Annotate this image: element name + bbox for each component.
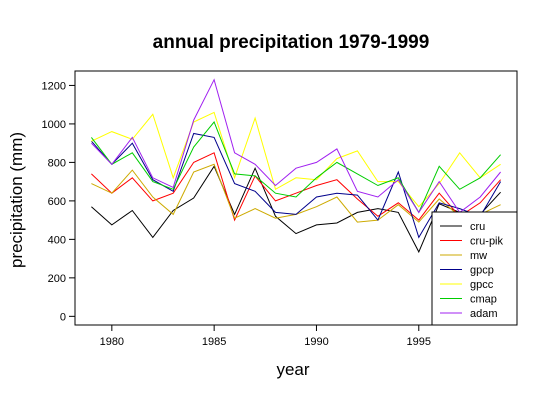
x-tick-label: 1995 — [407, 336, 431, 348]
legend-label-mw: mw — [470, 250, 487, 262]
legend-label-gpcc: gpcc — [470, 279, 494, 291]
x-tick-label: 1980 — [100, 336, 124, 348]
series-line-adam — [91, 78, 501, 214]
y-axis-label: precipitation (mm) — [7, 132, 26, 268]
series-line-cmap — [91, 121, 501, 214]
series-line-cru-pik — [91, 152, 501, 222]
chart-title: annual precipitation 1979-1999 — [153, 32, 430, 53]
x-axis-label: year — [276, 360, 309, 379]
y-tick-label: 600 — [48, 196, 66, 208]
legend-label-adam: adam — [470, 308, 498, 320]
axis-ticks: 1980 1985 1990 1995 0 200 400 600 800 1000 1200 — [42, 80, 432, 348]
legend-box — [431, 211, 518, 326]
x-tick-label: 1985 — [202, 336, 226, 348]
legend-label-cru: cru — [470, 221, 485, 233]
y-tick-label: 800 — [48, 157, 66, 169]
y-tick-label: 400 — [48, 234, 66, 246]
legend-label-cmap: cmap — [470, 294, 497, 306]
legend-label-cru-pik: cru-pik — [470, 236, 504, 248]
y-tick-label: 200 — [48, 273, 66, 285]
x-tick-label: 1990 — [304, 336, 328, 348]
y-tick-label: 1200 — [42, 80, 66, 92]
legend-label-gpcp: gpcp — [470, 265, 494, 277]
y-tick-label: 1000 — [42, 119, 66, 131]
plot-frame — [74, 70, 518, 326]
y-tick-label: 0 — [60, 311, 66, 323]
legend: cru cru-pik mw gpcp gpcc cmap adam — [431, 211, 518, 326]
